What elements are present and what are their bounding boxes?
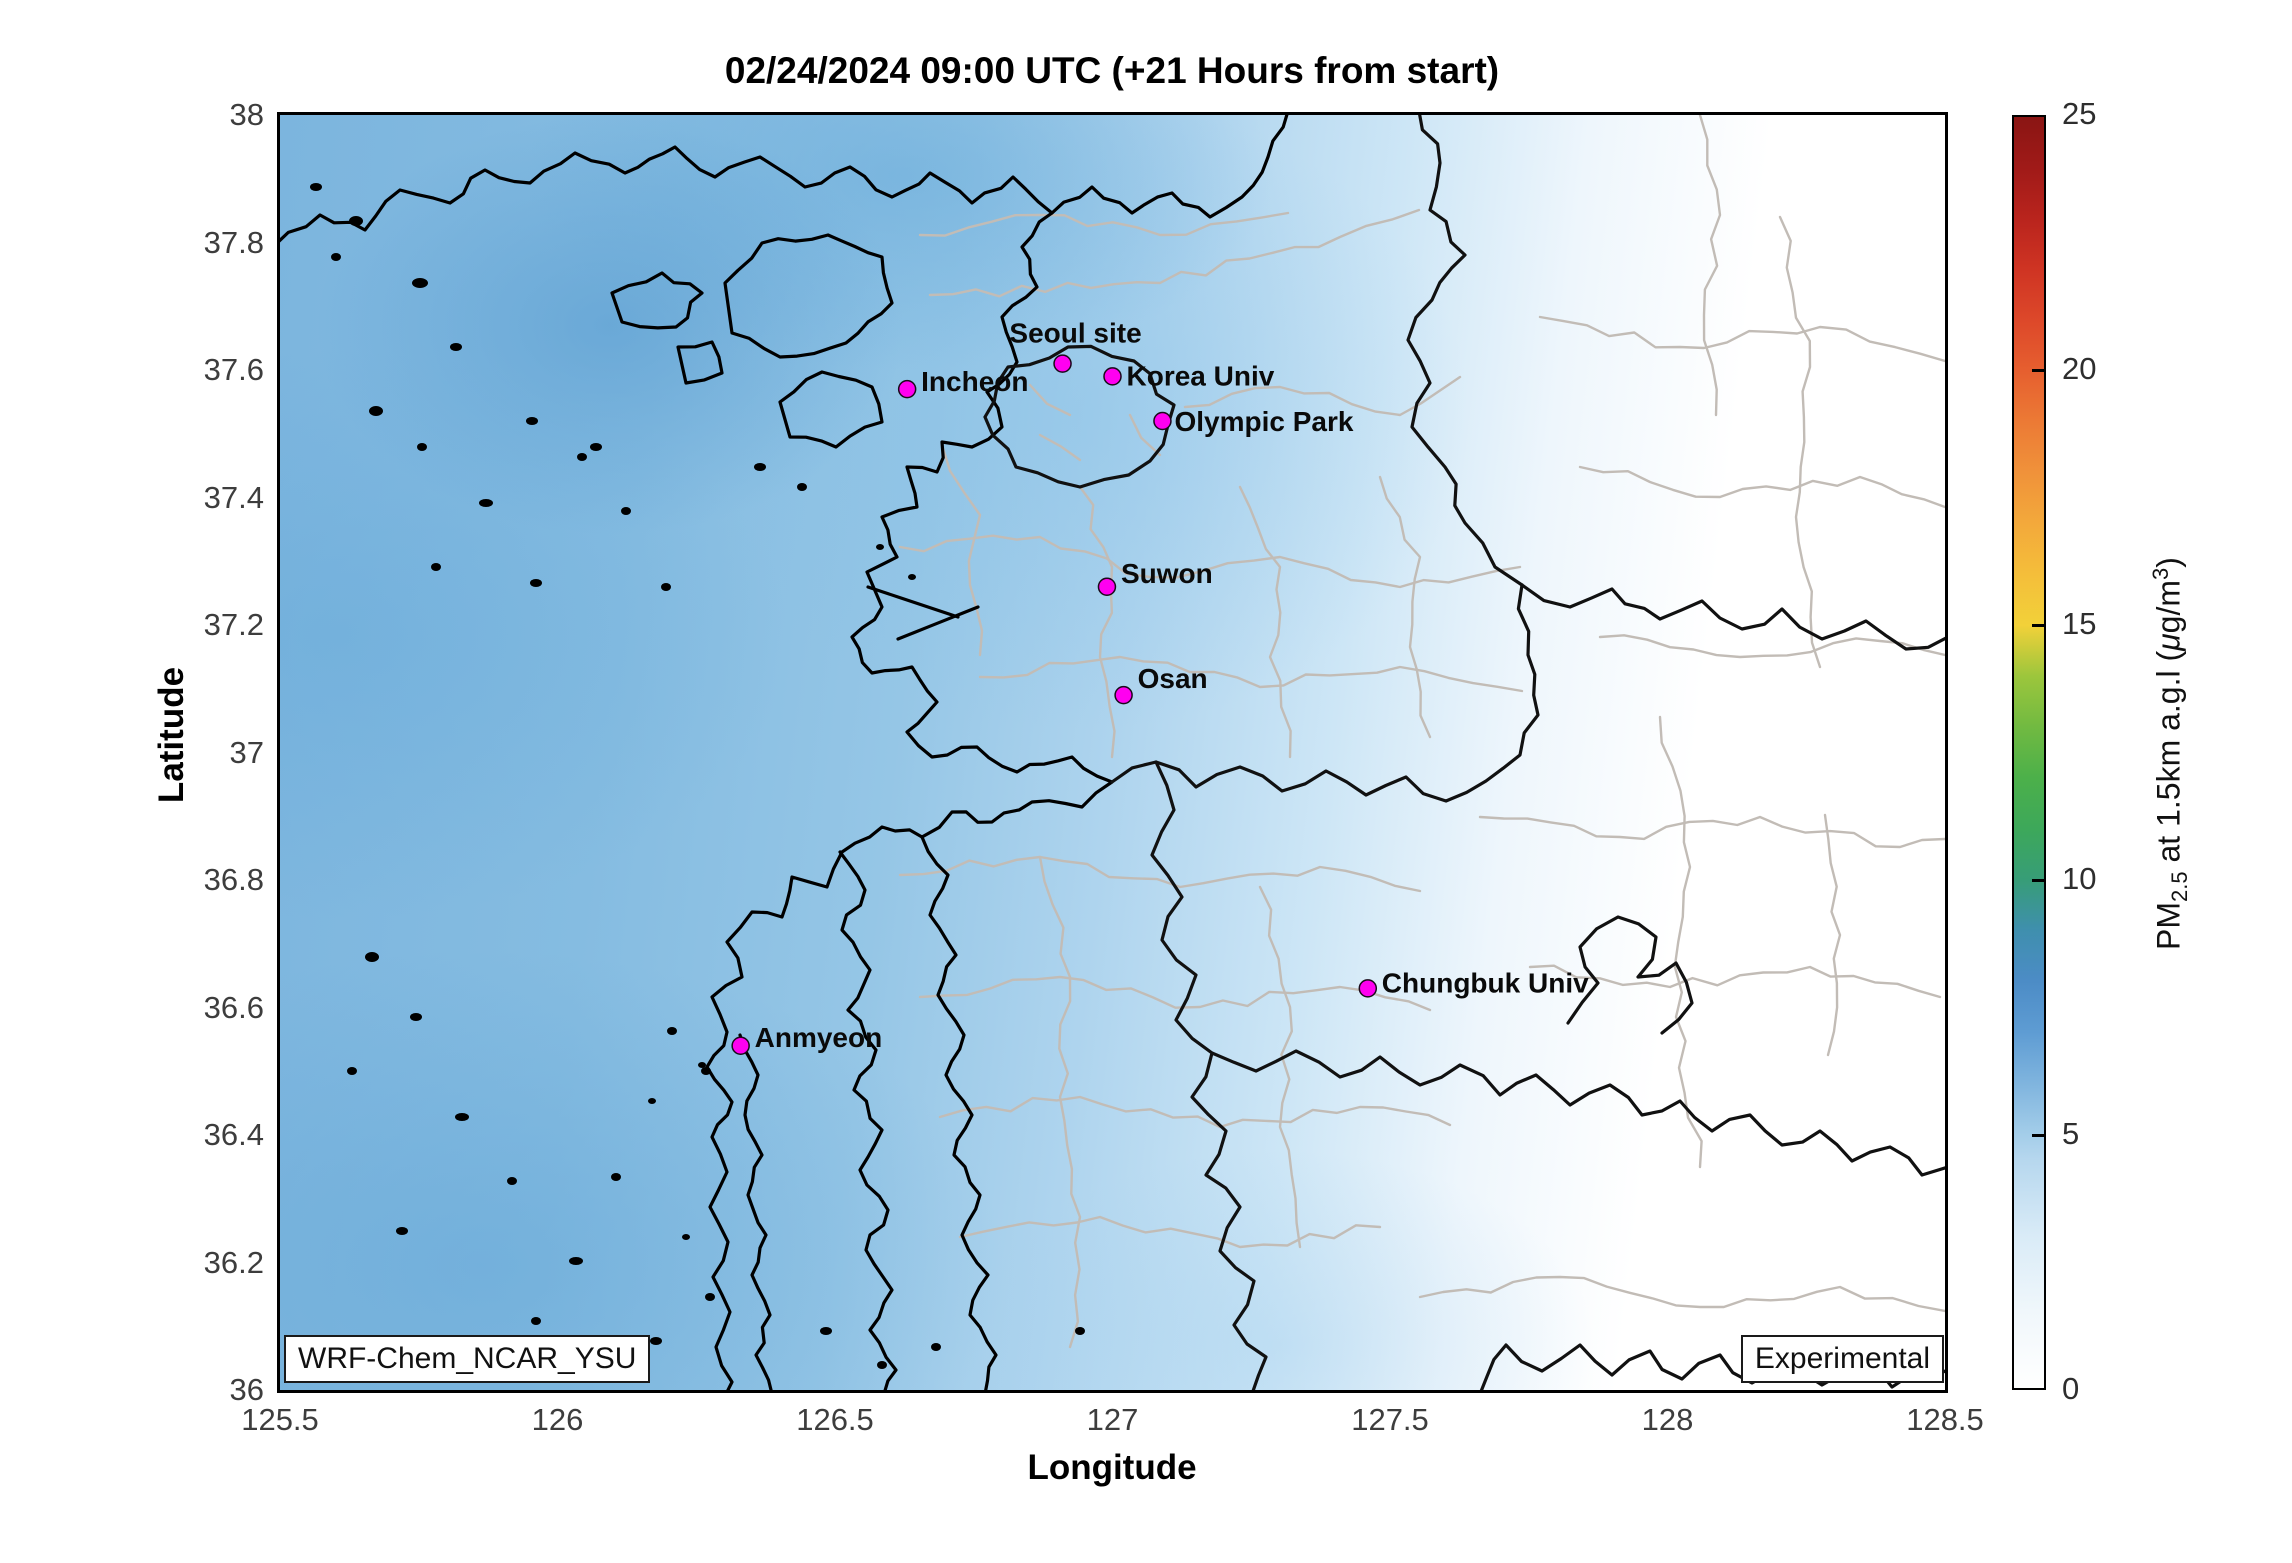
station-olympic-park: Olympic Park — [1153, 406, 1354, 437]
y-tick: 36 — [229, 1372, 264, 1407]
station-label: Chungbuk Univ — [1382, 967, 1589, 998]
x-tick: 128 — [1641, 1402, 1694, 1437]
coastlines — [280, 115, 1289, 1390]
colorbar-tick-mark — [2032, 878, 2044, 882]
station-dot — [1358, 979, 1378, 998]
colorbar-tick-mark — [2032, 1133, 2044, 1137]
station-korea-univ: Korea Univ — [1103, 360, 1275, 391]
station-anmyeon: Anmyeon — [731, 1022, 883, 1055]
station-label: Osan — [1138, 663, 1208, 694]
mu-symbol: μ — [2150, 633, 2187, 651]
station-chungbuk-univ: Chungbuk Univ — [1358, 967, 1589, 998]
colorbar-tick-label: 10 — [2062, 861, 2097, 896]
y-tick: 37.4 — [203, 479, 264, 515]
x-tick: 127 — [1086, 1402, 1139, 1437]
islands — [310, 183, 1085, 1369]
station-label: Seoul site — [1009, 318, 1141, 349]
y-tick: 37.2 — [203, 607, 264, 642]
x-tick: 126.5 — [796, 1402, 874, 1437]
y-tick: 37.6 — [203, 352, 264, 387]
station-dot — [1053, 354, 1072, 373]
x-tick: 128.5 — [1906, 1402, 1984, 1437]
admin-boundaries — [898, 115, 1945, 1349]
x-tick: 125.5 — [241, 1402, 319, 1437]
station-dot — [1103, 367, 1122, 386]
colorbar-tick-mark — [2032, 623, 2044, 627]
station-dot — [1097, 577, 1117, 596]
colorbar-tick-label: 20 — [2062, 351, 2097, 386]
colorbar — [2012, 115, 2046, 1390]
station-dot — [1153, 411, 1172, 431]
colorbar-tick-mark — [2032, 368, 2044, 372]
station-seoul-site: Seoul site — [1009, 318, 1142, 373]
y-tick: 38 — [229, 97, 264, 132]
y-tick: 37 — [229, 734, 264, 770]
station-label: Anmyeon — [755, 1022, 883, 1053]
station-label: Suwon — [1121, 558, 1213, 589]
station-dot — [731, 1036, 750, 1055]
y-tick: 36.8 — [203, 862, 264, 897]
experimental-badge: Experimental — [1740, 1335, 1944, 1383]
station-dot — [1114, 685, 1133, 705]
colorbar-label: PM2.5 at 1.5km a.g.l (μg/m3) — [2147, 557, 2193, 950]
colorbar-tick-label: 5 — [2062, 1116, 2080, 1151]
station-incheon: Incheon — [897, 366, 1028, 399]
model-badge: WRF-Chem_NCAR_YSU — [284, 1335, 651, 1383]
station-label: Korea Univ — [1127, 360, 1275, 391]
x-axis-label: Longitude — [1027, 1448, 1197, 1487]
y-tick: 37.8 — [203, 224, 264, 260]
x-tick: 127.5 — [1351, 1402, 1429, 1437]
station-suwon: Suwon — [1097, 558, 1213, 596]
plot-title: 02/24/2024 09:00 UTC (+21 Hours from sta… — [724, 50, 1500, 91]
province-borders — [983, 115, 1945, 1390]
station-label: Olympic Park — [1174, 406, 1353, 437]
y-tick: 36.2 — [203, 1244, 264, 1280]
colorbar-tick-label: 15 — [2062, 606, 2097, 641]
station-markers: Seoul site Incheon Korea Univ Olympic Park S… — [731, 318, 1589, 1055]
y-tick: 36.6 — [203, 989, 264, 1025]
colorbar-tick-label: 25 — [2062, 96, 2097, 131]
station-dot — [897, 379, 917, 399]
colorbar-tick-label: 0 — [2062, 1371, 2080, 1406]
y-tick: 36.4 — [203, 1117, 264, 1152]
x-tick: 126 — [531, 1402, 584, 1437]
map-canvas: Seoul site Incheon Korea Univ Olympic Park S… — [280, 115, 1945, 1390]
station-osan: Osan — [1114, 663, 1208, 705]
station-label: Incheon — [921, 366, 1028, 397]
